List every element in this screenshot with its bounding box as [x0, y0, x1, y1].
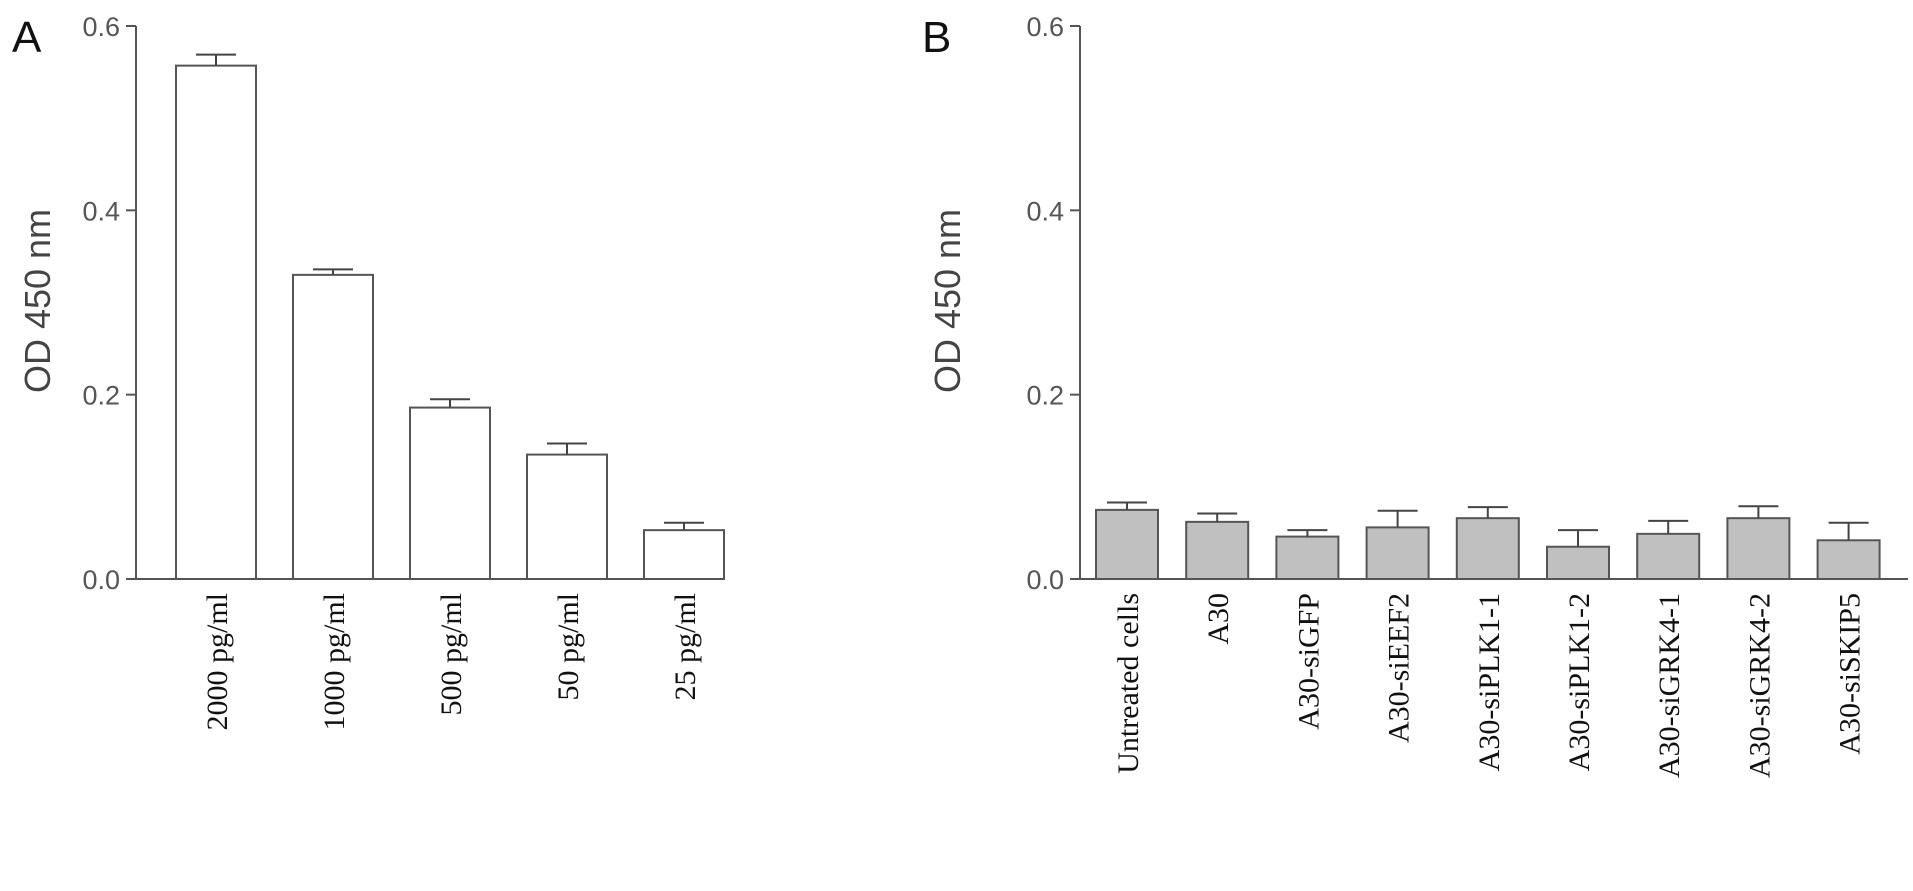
panel-a-letter: A [12, 13, 42, 62]
panel-b-y-axis-label: OD 450 nm [927, 209, 968, 393]
panel-b-category-label: A30 [1202, 593, 1235, 645]
panel-b-bar [1365, 526, 1430, 580]
panel-a-bar [409, 406, 491, 580]
panel-b-category-label: A30-siGRK4-1 [1653, 593, 1686, 778]
panel-b-category-label: A30-siSKIP5 [1834, 593, 1867, 755]
panel-a: A OD 450 nm 0.0 0.2 0.4 0.6 2000 pg/ml 1000 … [12, 12, 725, 731]
panel-a-category-label: 1000 pg/ml [318, 593, 351, 731]
panel-a-category-label: 25 pg/ml [669, 593, 702, 701]
panel-a-y-axis-label: OD 450 nm [17, 209, 58, 393]
panel-a-y-tick-label: 0.0 [82, 565, 120, 595]
panel-b-bar [1546, 545, 1610, 580]
panel-a-category-labels: 2000 pg/ml 1000 pg/ml 500 pg/ml 50 pg/ml 25 … [201, 593, 702, 731]
panel-b-bars [1095, 501, 1881, 581]
panel-a-y-tick-label: 0.4 [82, 196, 120, 226]
panel-b-y-tick-label: 0.6 [1026, 12, 1064, 42]
panel-b-bar [1455, 517, 1520, 580]
panel-a-bar [526, 453, 608, 581]
panel-a-bar [175, 64, 257, 581]
panel-b-y-tick-label: 0.2 [1026, 381, 1064, 411]
panel-a-category-label: 2000 pg/ml [201, 593, 234, 731]
panel-b-category-label: A30-siGRK4-2 [1743, 593, 1776, 778]
panel-b-letter: B [922, 13, 951, 62]
panel-b-bar [1636, 532, 1701, 580]
panel-b-category-label: Untreated cells [1112, 593, 1145, 774]
panel-b-bar [1275, 535, 1340, 580]
panel-a-y-tick-label: 0.2 [82, 381, 120, 411]
panel-b-category-label: A30-siGFP [1292, 593, 1325, 730]
panel-b-category-label: A30-siPLK1-2 [1563, 593, 1596, 771]
panel-b-category-label: A30-siPLK1-1 [1473, 593, 1506, 771]
panel-a-category-label: 50 pg/ml [552, 593, 585, 701]
panel-a-y-tick-label: 0.6 [82, 12, 120, 42]
panel-b-bar [1095, 508, 1159, 580]
panel-b-y-tick-label: 0.4 [1026, 196, 1064, 226]
panel-a-bar [292, 273, 374, 580]
panel-b-bar [1816, 539, 1881, 580]
panel-b-y-tick-label: 0.0 [1026, 565, 1064, 595]
panel-b-y-ticks: 0.0 0.2 0.4 0.6 [1026, 12, 1080, 595]
panel-b: B OD 450 nm 0.0 0.2 0.4 0.6 Untreated cells… [922, 12, 1908, 778]
panel-b-category-labels: Untreated cells A30 A30-siGFP A30-siEEF2 A30… [1112, 593, 1867, 778]
panel-a-y-ticks: 0.0 0.2 0.4 0.6 [82, 12, 136, 595]
panel-a-bars [175, 53, 725, 581]
panel-b-bar [1726, 517, 1791, 580]
panel-a-bar [643, 529, 725, 581]
panel-b-bar [1185, 520, 1250, 581]
panel-b-category-label: A30-siEEF2 [1383, 593, 1416, 743]
panel-a-category-label: 500 pg/ml [435, 593, 468, 716]
